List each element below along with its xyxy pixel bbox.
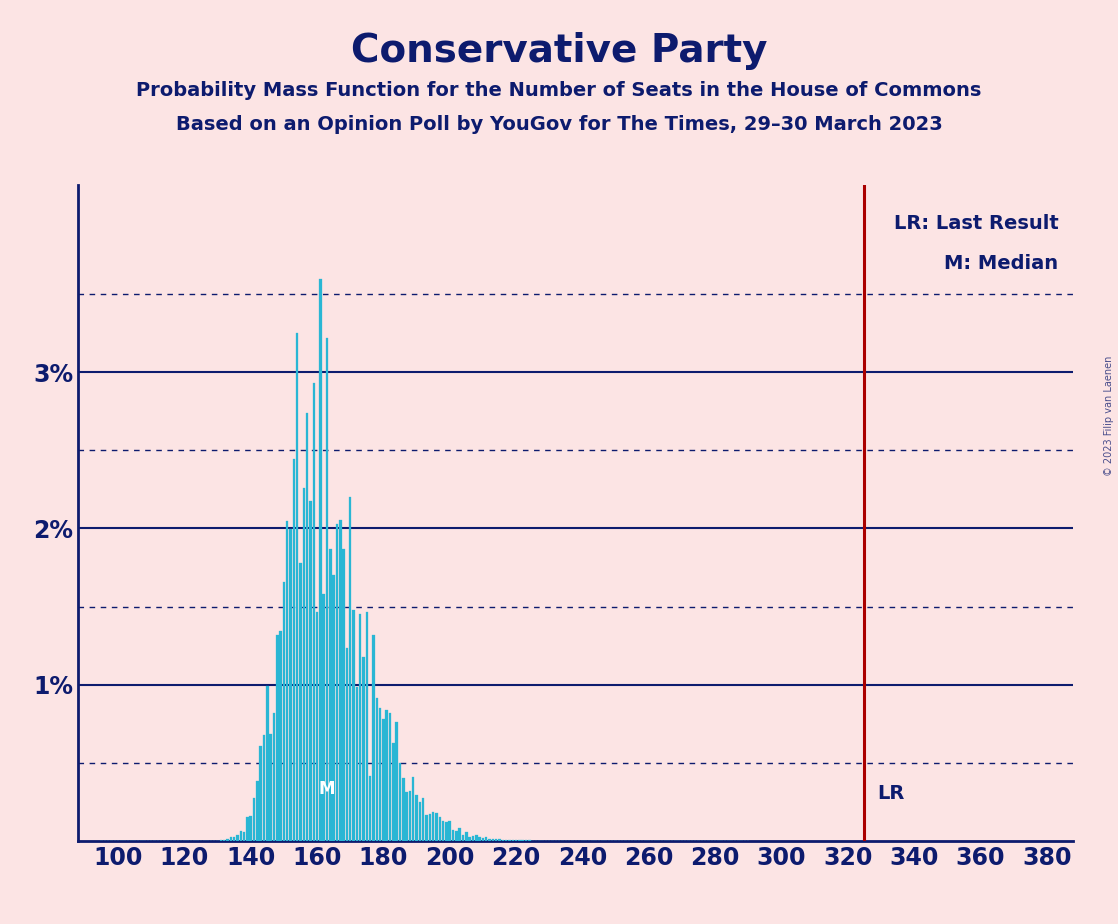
Bar — [445, 822, 447, 841]
Bar — [259, 747, 262, 841]
Bar — [226, 839, 229, 841]
Text: LR: LR — [878, 784, 904, 804]
Bar — [356, 687, 358, 841]
Bar — [505, 840, 508, 841]
Text: Based on an Opinion Poll by YouGov for The Times, 29–30 March 2023: Based on an Opinion Poll by YouGov for T… — [176, 116, 942, 135]
Bar — [386, 710, 388, 841]
Bar — [332, 575, 335, 841]
Bar — [479, 837, 481, 841]
Bar — [415, 796, 418, 841]
Bar — [421, 798, 425, 841]
Bar — [462, 834, 464, 841]
Bar — [315, 613, 319, 841]
Bar — [239, 831, 241, 841]
Bar — [243, 832, 245, 841]
Bar — [396, 723, 398, 841]
Bar — [406, 792, 408, 841]
Bar — [322, 594, 325, 841]
Bar — [485, 837, 487, 841]
Text: Conservative Party: Conservative Party — [351, 32, 767, 70]
Bar — [458, 828, 461, 841]
Bar — [290, 529, 292, 841]
Bar — [319, 278, 322, 841]
Bar — [236, 835, 239, 841]
Bar — [276, 635, 278, 841]
Bar — [502, 840, 504, 841]
Bar — [482, 837, 484, 841]
Bar — [233, 837, 236, 841]
Bar — [402, 778, 405, 841]
Bar — [376, 699, 378, 841]
Bar — [366, 612, 368, 841]
Bar — [432, 812, 435, 841]
Text: M: M — [319, 780, 335, 798]
Bar — [455, 831, 457, 841]
Bar — [465, 832, 467, 841]
Bar — [246, 818, 248, 841]
Bar — [452, 831, 454, 841]
Bar — [229, 836, 233, 841]
Bar — [266, 687, 268, 841]
Bar — [438, 817, 440, 841]
Bar — [413, 777, 415, 841]
Bar — [249, 816, 252, 841]
Bar — [409, 791, 411, 841]
Bar — [468, 837, 471, 841]
Text: M: Median: M: Median — [945, 254, 1059, 273]
Bar — [273, 712, 275, 841]
Bar — [280, 631, 282, 841]
Bar — [313, 383, 315, 841]
Bar — [509, 840, 511, 841]
Bar — [293, 458, 295, 841]
Bar — [428, 814, 432, 841]
Bar — [329, 549, 332, 841]
Bar — [342, 549, 344, 841]
Bar — [345, 648, 348, 841]
Bar — [256, 781, 258, 841]
Bar — [418, 802, 421, 841]
Bar — [306, 413, 309, 841]
Bar — [448, 821, 451, 841]
Bar — [325, 338, 329, 841]
Bar — [442, 821, 444, 841]
Bar — [382, 720, 385, 841]
Bar — [269, 735, 272, 841]
Bar — [335, 525, 339, 841]
Bar — [253, 798, 255, 841]
Bar — [283, 582, 285, 841]
Bar — [296, 334, 299, 841]
Bar — [369, 776, 371, 841]
Bar — [475, 835, 477, 841]
Bar — [300, 564, 302, 841]
Bar — [379, 709, 381, 841]
Text: © 2023 Filip van Laenen: © 2023 Filip van Laenen — [1105, 356, 1114, 476]
Bar — [392, 743, 395, 841]
Bar — [362, 657, 364, 841]
Text: Probability Mass Function for the Number of Seats in the House of Commons: Probability Mass Function for the Number… — [136, 81, 982, 101]
Bar — [263, 735, 265, 841]
Bar — [303, 488, 305, 841]
Bar — [489, 839, 491, 841]
Bar — [359, 614, 361, 841]
Bar — [499, 839, 501, 841]
Bar — [435, 813, 438, 841]
Bar — [372, 635, 375, 841]
Text: LR: Last Result: LR: Last Result — [893, 214, 1059, 234]
Bar — [286, 521, 288, 841]
Bar — [310, 501, 312, 841]
Bar — [349, 497, 351, 841]
Bar — [492, 839, 494, 841]
Bar — [425, 815, 428, 841]
Bar — [472, 836, 474, 841]
Bar — [389, 713, 391, 841]
Bar — [495, 839, 498, 841]
Bar — [399, 763, 401, 841]
Bar — [352, 610, 354, 841]
Bar — [339, 520, 341, 841]
